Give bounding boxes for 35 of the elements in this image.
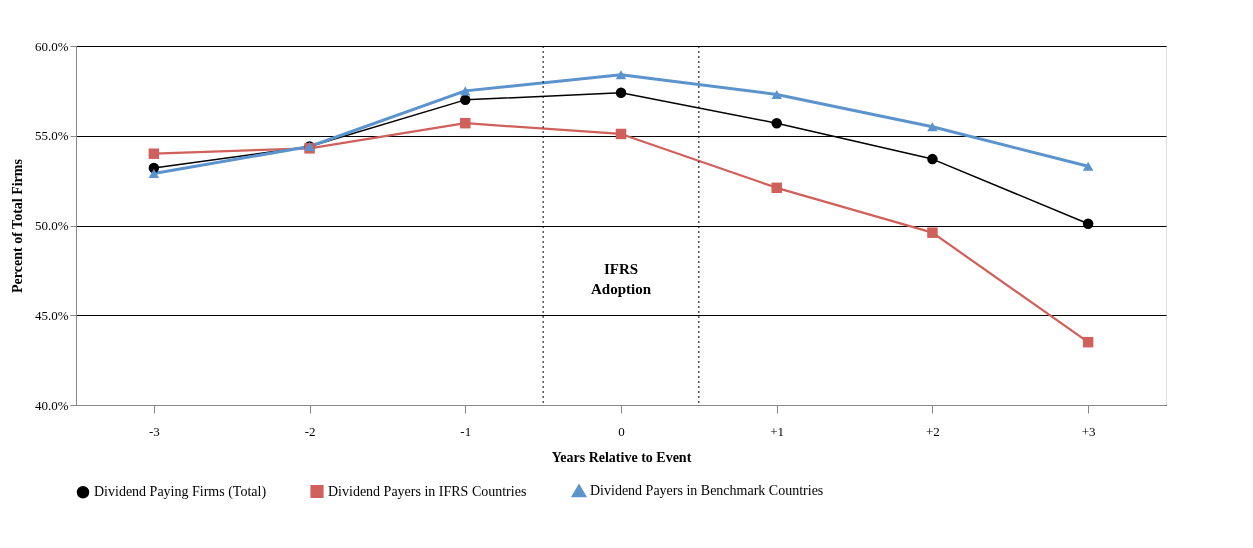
point — [1082, 161, 1094, 171]
y-axis-title: Percent of Total Firms — [9, 158, 25, 293]
x-tick-label: +2 — [926, 423, 940, 439]
x-tick-label: -2 — [304, 423, 316, 439]
point — [615, 70, 627, 80]
point — [148, 148, 160, 159]
point — [1082, 218, 1094, 229]
point — [927, 227, 938, 238]
y-tick-label: 40.0% — [34, 397, 69, 413]
x-tick-label: 0 — [618, 423, 625, 439]
legend-label: Dividend Paying Firms (Total) — [94, 484, 267, 501]
point — [615, 87, 627, 98]
x-tick-label: -3 — [148, 423, 160, 439]
y-tick-label: 50.0% — [34, 218, 69, 233]
y-tick-label: 60.0% — [34, 38, 69, 54]
x-tick-label: -1 — [460, 423, 472, 439]
point — [460, 86, 471, 96]
point — [771, 117, 782, 129]
point — [1082, 336, 1094, 348]
point — [460, 94, 471, 106]
point — [927, 122, 938, 132]
legend-label: Dividend Payers in Benchmark Countries — [590, 483, 824, 499]
annotation: IFRS Adoption — [590, 260, 652, 297]
x-axis-title: Years Relative to Event — [551, 449, 692, 465]
point — [460, 117, 471, 129]
legend-label: Dividend Payers in IFRS Countries — [328, 483, 527, 499]
y-tick-label: 55.0% — [34, 128, 69, 144]
point — [771, 182, 782, 194]
x-tick-label: +3 — [1081, 423, 1096, 439]
y-tick-label: 45.0% — [34, 307, 69, 323]
point — [148, 168, 160, 178]
x-tick-label: +1 — [770, 423, 785, 439]
point — [927, 153, 938, 165]
point — [771, 89, 782, 100]
point — [615, 128, 627, 140]
